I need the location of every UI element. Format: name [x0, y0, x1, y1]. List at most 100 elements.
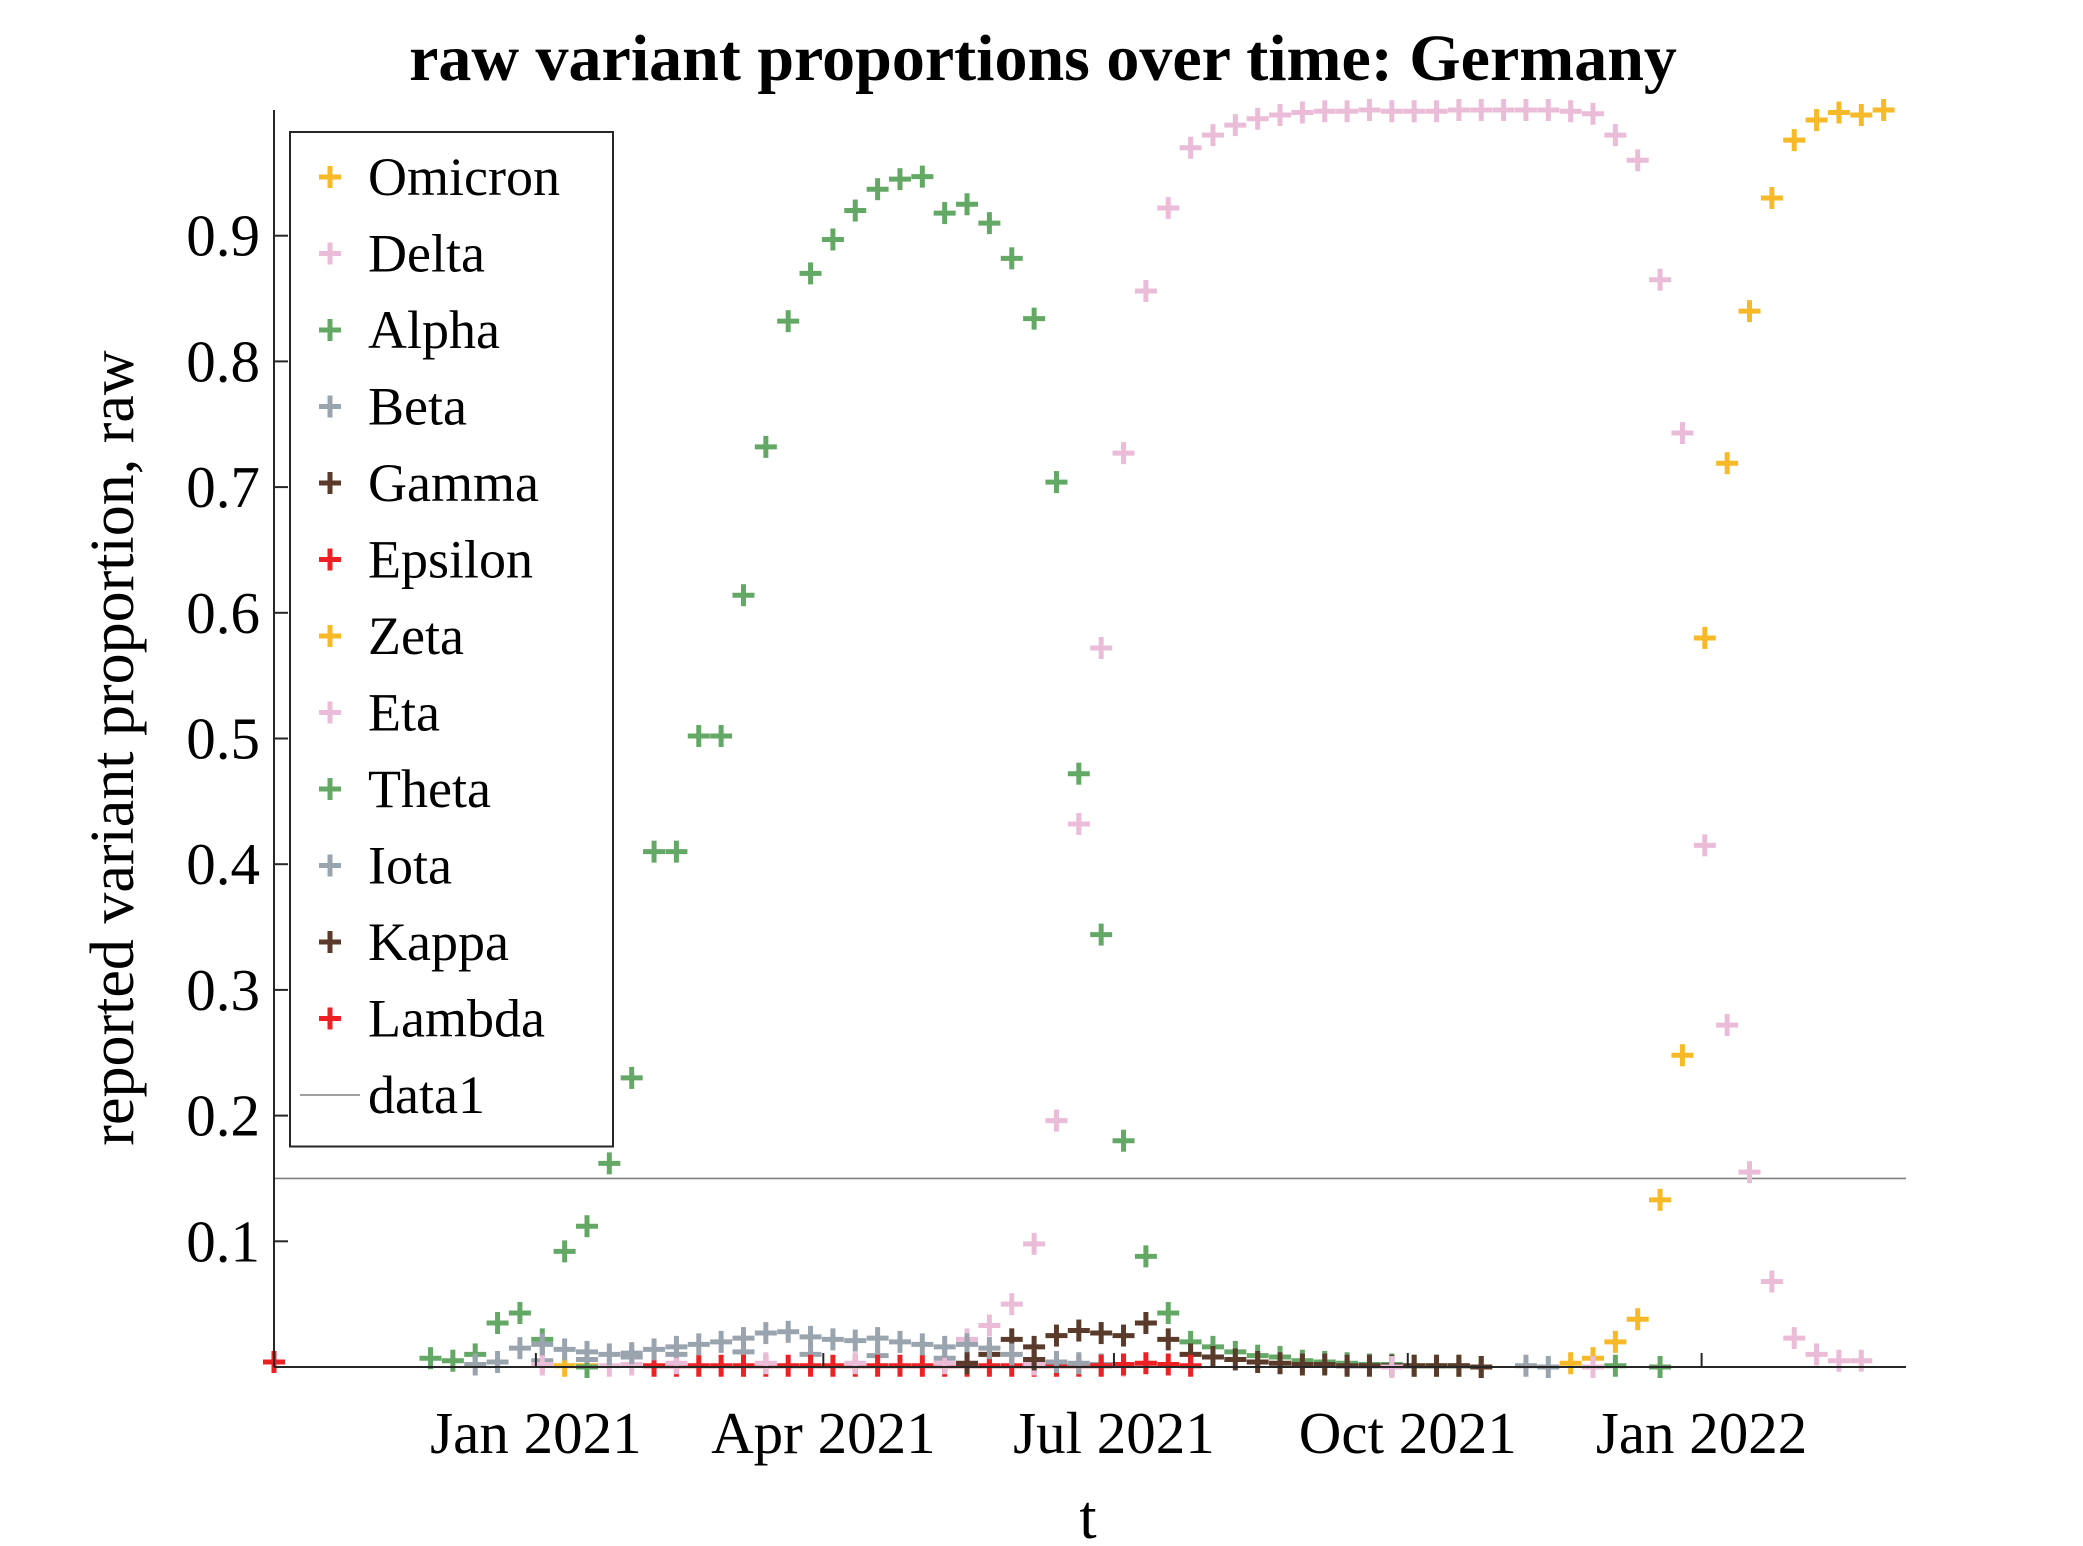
data-point-beta	[486, 1350, 509, 1373]
data-point-iota	[665, 1335, 688, 1358]
data-point-iota	[933, 1335, 956, 1358]
data-point-gamma	[1067, 1319, 1090, 1342]
data-point-delta	[1582, 102, 1605, 125]
data-point-iota	[866, 1327, 889, 1350]
y-tick-label: 0.3	[186, 957, 260, 1023]
chart-title: raw variant proportions over time: Germa…	[409, 22, 1677, 95]
data-point-iota	[1067, 1352, 1090, 1375]
legend-item-kappa: Kappa	[319, 912, 509, 972]
data-point-delta	[1403, 100, 1426, 123]
data-point-delta	[1760, 1270, 1783, 1293]
data-point-beta	[1514, 1354, 1537, 1377]
legend-label-epsilon: Epsilon	[368, 530, 533, 590]
x-tick-label: Oct 2021	[1299, 1400, 1517, 1466]
legend-label-alpha: Alpha	[368, 300, 500, 360]
data-point-epsilon	[799, 1354, 822, 1377]
data-point-lambda	[1090, 1354, 1113, 1377]
legend-item-theta: Theta	[319, 759, 491, 819]
data-point-iota	[799, 1325, 822, 1348]
series-omicron	[1559, 99, 1895, 1375]
data-point-alpha	[486, 1312, 509, 1335]
data-point-gamma	[1134, 1312, 1157, 1335]
data-point-iota	[575, 1340, 598, 1363]
data-point-iota	[687, 1333, 710, 1356]
data-point-delta	[1291, 101, 1314, 124]
y-tick-label: 0.2	[186, 1083, 260, 1149]
y-tick-label: 0.7	[186, 454, 260, 520]
data-point-iota	[620, 1342, 643, 1365]
data-point-iota	[643, 1338, 666, 1361]
legend-marker-kappa	[319, 931, 341, 953]
data-point-lambda	[1134, 1352, 1157, 1375]
data-point-iota	[598, 1343, 621, 1366]
data-point-alpha	[643, 840, 666, 863]
data-point-alpha	[1134, 1245, 1157, 1268]
series-gamma	[978, 1312, 1493, 1378]
data-point-delta	[1425, 100, 1448, 123]
data-point-delta	[1157, 197, 1180, 220]
legend-marker-iota	[319, 854, 341, 877]
data-point-omicron	[1604, 1330, 1627, 1353]
data-point-alpha	[1045, 471, 1068, 494]
data-point-iota	[754, 1322, 777, 1345]
legend-marker-zeta	[319, 625, 341, 647]
data-point-omicron	[1649, 1188, 1672, 1211]
data-point-lambda	[1179, 1354, 1202, 1377]
data-point-delta	[1805, 1343, 1828, 1366]
legend-label-beta: Beta	[368, 377, 467, 437]
data-point-delta	[1447, 99, 1470, 121]
data-point-alpha	[575, 1215, 598, 1238]
data-point-alpha	[553, 1240, 576, 1263]
x-axis-label: t	[1079, 1484, 1096, 1546]
data-point-gamma	[1425, 1354, 1448, 1377]
legend-item-eta: Eta	[319, 683, 440, 743]
data-point-iota	[777, 1320, 800, 1343]
data-point-delta	[1000, 1293, 1023, 1316]
legend-label-delta: Delta	[368, 224, 485, 284]
data-point-delta	[1649, 268, 1672, 291]
legend-marker-delta	[319, 242, 341, 265]
legend-item-lambda: Lambda	[319, 989, 545, 1049]
data-point-alpha	[1090, 923, 1113, 946]
data-point-delta	[1537, 99, 1560, 121]
data-point-gamma	[1045, 1324, 1068, 1347]
legend-item-iota: Iota	[319, 836, 452, 896]
legend-item-epsilon: Epsilon	[319, 530, 533, 590]
legend-item-alpha: Alpha	[319, 300, 500, 360]
data-point-gamma	[1269, 1352, 1292, 1375]
y-tick-label: 0.9	[186, 203, 260, 269]
data-point-delta	[1716, 1014, 1739, 1037]
series-lambda	[1090, 1352, 1202, 1377]
data-point-delta	[1470, 99, 1493, 121]
data-point-delta	[1179, 136, 1202, 159]
data-point-omicron	[1760, 186, 1783, 209]
data-point-eta	[754, 1352, 777, 1375]
data-point-delta	[1269, 104, 1292, 127]
data-point-iota	[978, 1337, 1001, 1360]
x-tick-label: Jan 2021	[430, 1400, 641, 1466]
data-point-delta	[1224, 114, 1247, 137]
data-point-lambda	[1112, 1353, 1135, 1376]
legend-marker-eta	[319, 701, 341, 724]
data-point-delta	[1045, 1109, 1068, 1132]
data-point-omicron	[1872, 99, 1895, 121]
data-point-delta	[1380, 100, 1403, 123]
legend-item-delta: Delta	[319, 224, 485, 284]
legend-marker-beta	[319, 395, 341, 418]
data-point-alpha	[821, 228, 844, 251]
legend-item-zeta: Zeta	[319, 606, 464, 666]
data-point-eta	[844, 1352, 867, 1375]
legend-label-lambda: Lambda	[368, 989, 545, 1049]
data-point-alpha	[978, 212, 1001, 235]
data-point-delta	[1827, 1349, 1850, 1372]
legend-marker-omicron	[319, 166, 341, 188]
data-point-alpha	[911, 165, 934, 188]
data-point-gamma	[1112, 1324, 1135, 1347]
data-point-alpha	[508, 1301, 531, 1324]
data-point-iota	[888, 1330, 911, 1353]
data-point-omicron	[1738, 300, 1761, 323]
legend: Omicron Delta Alpha Beta Gamma Epsilon Zeta Eta…	[289, 131, 614, 1148]
data-point-alpha	[777, 310, 800, 333]
data-point-alpha	[956, 193, 979, 216]
data-point-delta	[1246, 107, 1269, 130]
